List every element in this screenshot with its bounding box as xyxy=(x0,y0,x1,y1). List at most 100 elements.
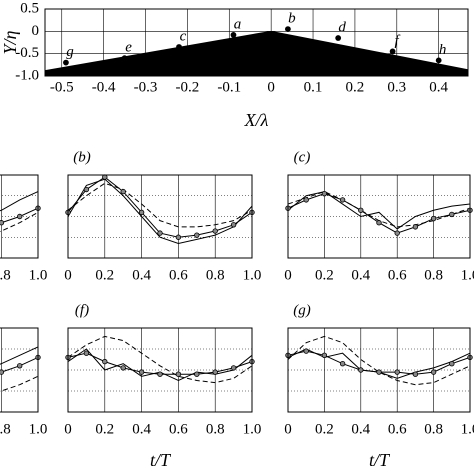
point xyxy=(339,361,346,367)
x-tick-label: 0 xyxy=(284,267,292,283)
x-tick-label: -0.4 xyxy=(92,79,116,95)
point xyxy=(157,371,163,377)
point xyxy=(175,371,182,377)
point xyxy=(138,209,145,216)
panel-title: (c) xyxy=(294,149,311,165)
dashed-line xyxy=(0,375,39,392)
point xyxy=(0,220,5,226)
point xyxy=(376,220,382,226)
point-label: d xyxy=(338,19,346,35)
x-tick-label: 0 xyxy=(284,421,292,437)
point-label: g xyxy=(66,44,74,60)
x-tick-label: 0.8 xyxy=(206,267,225,283)
line xyxy=(0,346,39,365)
point xyxy=(194,232,200,238)
point xyxy=(230,32,237,38)
point xyxy=(394,230,400,236)
point xyxy=(0,369,5,375)
x-tick-label: 0.2 xyxy=(315,267,334,283)
x-tick-label: 0.6 xyxy=(388,421,407,437)
point xyxy=(339,197,346,203)
x-axis-label: t/T xyxy=(150,450,172,470)
point xyxy=(194,371,200,377)
point xyxy=(449,361,455,367)
x-tick-label: 0.6 xyxy=(388,267,407,283)
point xyxy=(321,190,328,197)
x-tick-label: 0.8 xyxy=(424,421,443,437)
point xyxy=(17,213,23,220)
point xyxy=(435,57,442,64)
point xyxy=(175,234,182,240)
panel-title: (f) xyxy=(75,302,89,318)
point xyxy=(335,35,342,41)
point xyxy=(321,352,328,358)
point xyxy=(376,369,382,375)
x-tick-label: 1.0 xyxy=(243,267,262,283)
x-tick-label: 0.2 xyxy=(95,267,114,283)
x-tick-label: -0.5 xyxy=(50,79,74,95)
point xyxy=(358,367,364,373)
point xyxy=(430,369,437,375)
point-label: a xyxy=(234,16,242,32)
y-axis-label: Y/η xyxy=(0,30,20,54)
y-tick-label: 0.5 xyxy=(20,0,39,16)
x-tick-label: 0.8 xyxy=(424,267,443,283)
x-tick-label: 0.2 xyxy=(95,421,114,437)
x-tick-label: 1.0 xyxy=(461,267,474,283)
x-tick-label: 0.4 xyxy=(351,421,370,437)
point xyxy=(102,358,108,365)
point-label: e xyxy=(125,40,132,56)
point xyxy=(17,363,23,369)
point xyxy=(449,211,455,218)
x-tick-label: 0.8 xyxy=(0,421,11,437)
x-tick-label: 0.2 xyxy=(346,79,365,95)
plot-frame xyxy=(287,174,471,259)
point-label: h xyxy=(439,42,447,58)
x-tick-label: -0.3 xyxy=(134,79,158,95)
x-tick-label: 0.2 xyxy=(315,421,334,437)
plot-frame xyxy=(287,327,471,413)
point xyxy=(83,350,90,356)
point xyxy=(83,186,90,193)
x-tick-label: 0.4 xyxy=(351,267,370,283)
y-tick-label: -0.5 xyxy=(15,45,39,61)
point xyxy=(412,371,419,377)
point-label: b xyxy=(288,11,296,27)
point xyxy=(63,59,69,66)
point xyxy=(412,224,419,230)
x-tick-label: 1.0 xyxy=(29,421,48,437)
x-axis-label: X/λ xyxy=(244,110,269,130)
point xyxy=(358,207,364,213)
line xyxy=(0,191,39,212)
point-label: f xyxy=(395,33,401,49)
plot-frame xyxy=(67,327,253,413)
x-tick-label: 1.0 xyxy=(461,421,474,437)
point xyxy=(303,197,309,203)
line xyxy=(67,352,253,375)
line xyxy=(0,356,39,373)
point xyxy=(285,26,291,33)
x-tick-label: 0.8 xyxy=(0,267,11,283)
line xyxy=(0,207,39,224)
y-tick-label: -1.0 xyxy=(15,67,39,83)
dashed-line xyxy=(67,182,253,228)
point xyxy=(138,369,145,375)
line xyxy=(287,191,471,230)
panel-title: (b) xyxy=(73,149,91,165)
x-tick-label: 0.3 xyxy=(387,79,406,95)
x-tick-label: 0.1 xyxy=(304,79,323,95)
x-tick-label: -0.2 xyxy=(176,79,200,95)
plot-frame xyxy=(0,174,39,259)
point xyxy=(389,48,396,55)
point xyxy=(120,365,126,371)
x-tick-label: 0 xyxy=(64,421,72,437)
dashed-line xyxy=(67,335,253,384)
x-tick-label: 0.4 xyxy=(132,421,151,437)
point xyxy=(120,188,126,195)
panel-title: (g) xyxy=(293,302,311,318)
x-tick-label: 0.4 xyxy=(429,79,448,95)
x-tick-label: -0.1 xyxy=(217,79,241,95)
point xyxy=(157,230,163,236)
line xyxy=(287,193,471,234)
dashed-line xyxy=(287,335,471,386)
